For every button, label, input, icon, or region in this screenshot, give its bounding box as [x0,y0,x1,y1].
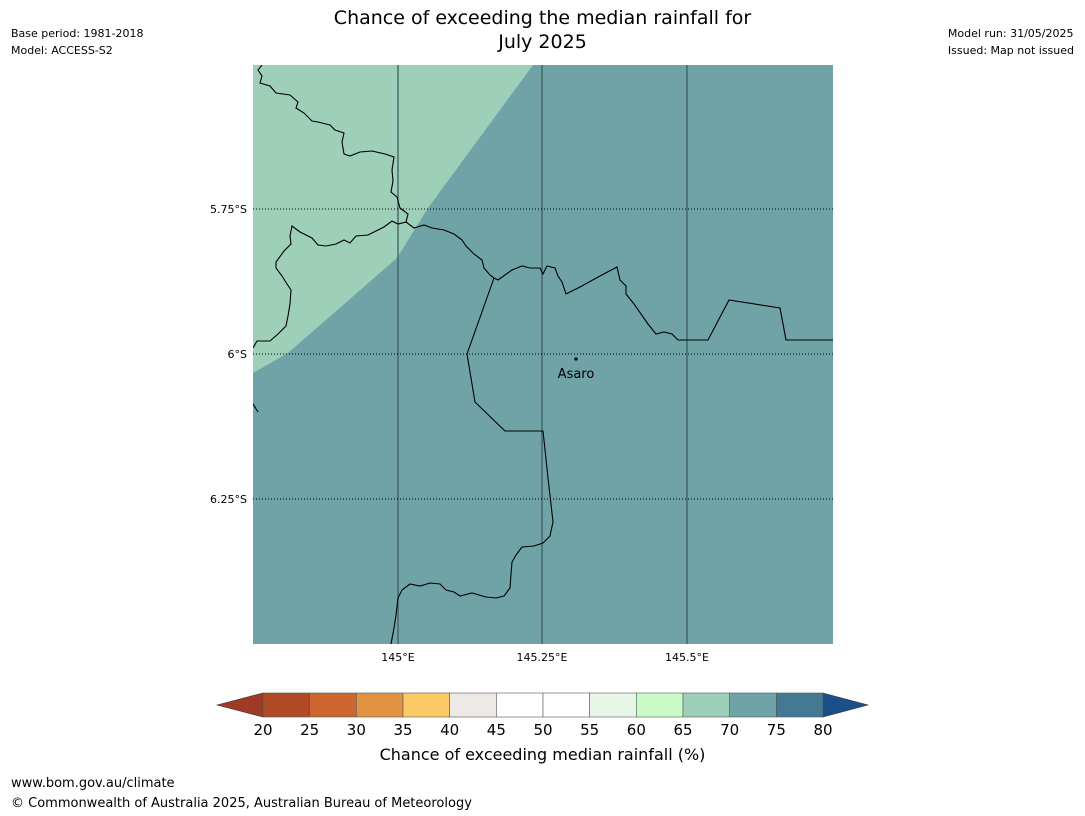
model-text: Model: ACCESS-S2 [11,44,113,57]
colorbar-cell-30-35 [356,692,404,718]
model-run-text: Model run: 31/05/2025 [947,27,1074,40]
lon-label-145: 145°E [381,651,414,664]
colorbar-title: Chance of exceeding median rainfall (%) [379,745,706,764]
colorbar-cell-45-50 [496,692,544,718]
boundary-edge [253,403,259,413]
colorbar-tick-30: 30 [347,721,366,739]
colorbar: 20 25 30 35 40 45 50 55 60 65 70 75 80 [215,692,870,739]
region-65-70 [253,65,533,373]
asaro-label: Asaro [558,367,595,382]
colorbar-tick-45: 45 [487,721,506,739]
colorbar-tick-60: 60 [627,721,646,739]
colorbar-tick-40: 40 [440,721,459,739]
issued-text: Issued: Map not issued [947,44,1074,57]
meta-left: Base period: 1981-2018 Model: ACCESS-S2 [11,25,143,59]
colorbar-cell-40-45 [449,692,497,718]
colorbar-over-arrow [822,692,870,718]
colorbar-cell-50-55 [542,692,590,718]
colorbar-cell-60-65 [636,692,684,718]
asaro-marker [574,357,578,361]
lon-label-145-5: 145.5°E [665,651,709,664]
colorbar-cell-55-60 [589,692,637,718]
map-title-line2: July 2025 [498,31,587,53]
lon-label-145-25: 145.25°E [517,651,568,664]
footer-copyright: © Commonwealth of Australia 2025, Austra… [11,796,472,811]
lat-label-5-75: 5.75°S [210,203,247,216]
colorbar-tick-80: 80 [813,721,832,739]
boundary-north [405,221,833,341]
colorbar-tick-50: 50 [533,721,552,739]
colorbar-tick-35: 35 [393,721,412,739]
colorbar-cell-75-80 [776,692,824,718]
colorbar-under-arrow [215,692,264,718]
map-title: Chance of exceeding the median rainfall … [0,6,1085,54]
lat-label-6: 6°S [228,348,247,361]
colorbar-cell-35-40 [402,692,450,718]
footer: www.bom.gov.au/climate © Commonwealth of… [11,774,472,814]
boundary-west [253,65,409,349]
base-period-text: Base period: 1981-2018 [11,27,144,40]
colorbar-cell-20-25 [262,692,310,718]
colorbar-tick-75: 75 [767,721,786,739]
colorbar-tick-70: 70 [720,721,739,739]
map-title-line1: Chance of exceeding the median rainfall … [333,7,752,29]
colorbar-cell-25-30 [309,692,357,718]
meta-right: Model run: 31/05/2025 Issued: Map not is… [948,25,1074,59]
colorbar-tick-20: 20 [253,721,272,739]
footer-url: www.bom.gov.au/climate [11,776,175,791]
map-area: Asaro [253,65,833,644]
colorbar-cell-65-70 [682,692,730,718]
colorbar-tick-55: 55 [580,721,599,739]
colorbar-cell-70-75 [729,692,777,718]
province-boundaries [253,65,833,644]
colorbar-tick-25: 25 [300,721,319,739]
lat-label-6-25: 6.25°S [210,493,247,506]
boundary-south [390,277,554,644]
colorbar-tick-65: 65 [673,721,692,739]
